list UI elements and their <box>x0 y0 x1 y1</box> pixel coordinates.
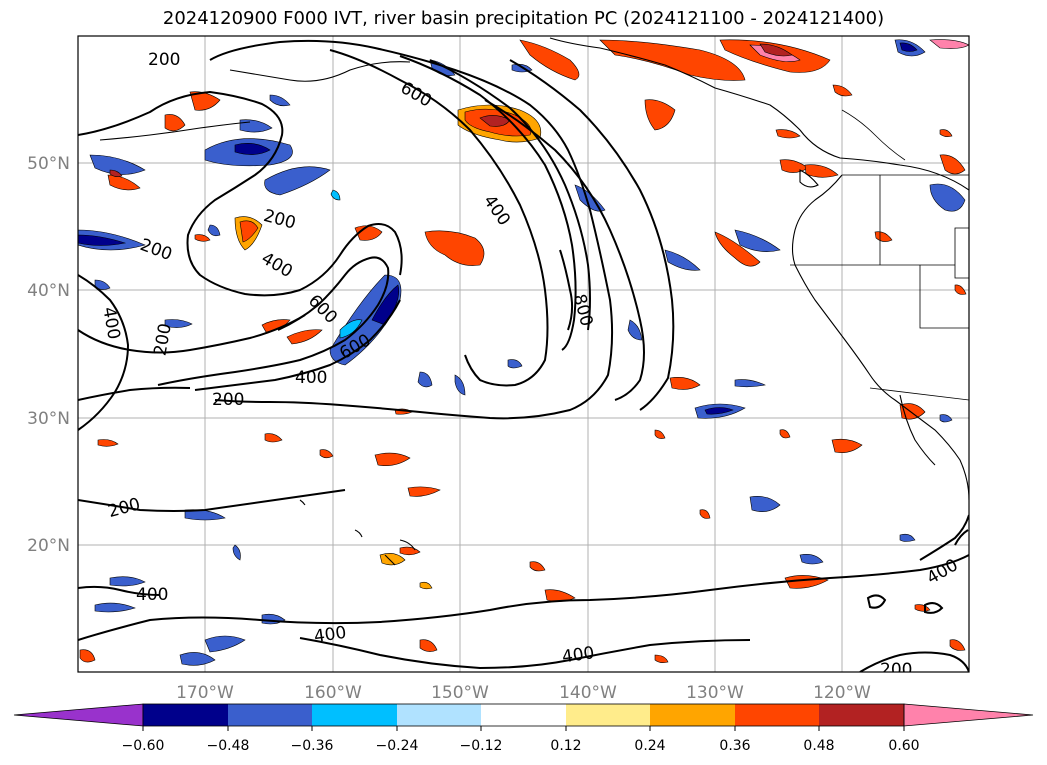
colorbar-tick-label: −0.36 <box>291 738 334 754</box>
colorbar-tick-label: −0.12 <box>460 738 503 754</box>
contour-label: 400 <box>561 643 596 667</box>
coastlines <box>99 37 969 566</box>
contour-label: 200 <box>148 50 180 70</box>
colorbar-tick-label: 0.36 <box>719 738 750 754</box>
colorbar-bin <box>566 704 650 726</box>
contour-label: 400 <box>136 585 168 605</box>
lon-label: 170°W <box>176 683 234 703</box>
lon-label: 160°W <box>304 683 362 703</box>
colorbar-bin <box>735 704 819 726</box>
longitude-labels: 170°W 160°W 150°W 140°W 130°W 120°W <box>176 683 871 703</box>
latitude-labels: 50°N 40°N 30°N 20°N <box>27 154 70 556</box>
colorbar-bin <box>819 704 904 726</box>
colorbar: −0.60 −0.48 −0.36 −0.24 −0.12 0.12 0.24 … <box>13 703 1034 754</box>
lon-label: 120°W <box>813 683 871 703</box>
colorbar-bin <box>228 704 312 726</box>
colorbar-tick-label: 0.24 <box>634 738 665 754</box>
map-title: 2024120900 F000 IVT, river basin precipi… <box>162 8 885 29</box>
contour-label: 400 <box>313 623 348 647</box>
colorbar-bin <box>650 704 735 726</box>
lat-label: 30°N <box>27 409 70 429</box>
colorbar-bin <box>397 704 481 726</box>
negative-anomaly-shading <box>78 39 966 666</box>
contour-label: 200 <box>212 390 244 410</box>
lon-label: 140°W <box>559 683 617 703</box>
ivt-contours <box>78 39 969 672</box>
colorbar-bin <box>143 704 228 726</box>
map-frame <box>77 35 970 673</box>
lon-label: 130°W <box>686 683 744 703</box>
colorbar-tick-label: 0.60 <box>888 738 919 754</box>
colorbar-tick-label: −0.48 <box>207 738 250 754</box>
contour-label: 200 <box>880 660 912 680</box>
colorbar-tick-label: 0.12 <box>550 738 581 754</box>
colorbar-bin <box>312 704 397 726</box>
lat-label: 20°N <box>27 536 70 556</box>
colorbar-tick-label: −0.60 <box>122 738 165 754</box>
colorbar-tick-label: −0.24 <box>376 738 419 754</box>
colorbar-tick-label: 0.48 <box>803 738 834 754</box>
colorbar-extend-low <box>13 703 144 727</box>
colorbar-extend-high <box>903 703 1034 727</box>
political-borders <box>790 109 969 401</box>
contour-label: 400 <box>295 368 327 388</box>
lon-label: 150°W <box>431 683 489 703</box>
lat-label: 50°N <box>27 154 70 174</box>
lat-label: 40°N <box>27 281 70 301</box>
colorbar-bin <box>481 704 566 726</box>
